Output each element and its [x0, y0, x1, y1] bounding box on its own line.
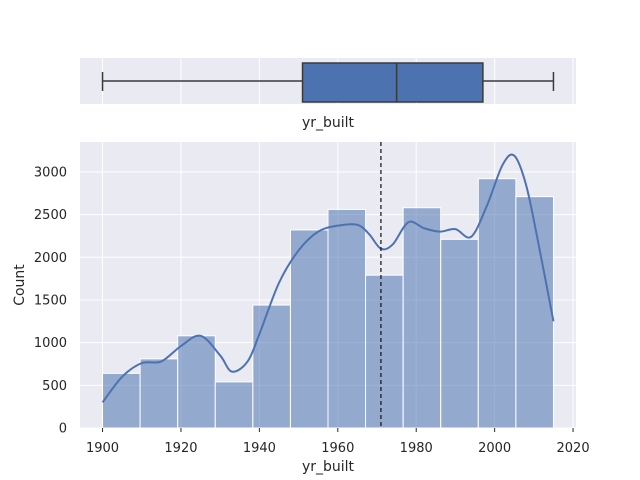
x-tick-label: 2000 — [478, 441, 511, 456]
y-tick-label: 500 — [42, 379, 67, 394]
histogram-bar — [327, 208, 367, 429]
histogram-bar — [440, 238, 479, 429]
kde-curve — [101, 153, 555, 403]
boxplot-axes: yr_built — [80, 58, 576, 131]
histogram-bar — [214, 381, 254, 429]
histogram-bar — [102, 372, 141, 429]
histogram-bar — [365, 274, 404, 429]
x-tick-label: 1900 — [86, 441, 119, 456]
x-tick-label: 1980 — [400, 441, 433, 456]
x-tick-label: 1940 — [243, 441, 276, 456]
y-tick-label: 3000 — [34, 165, 67, 180]
boxplot-marks — [101, 62, 555, 103]
y-tick-label: 1500 — [34, 293, 67, 308]
histogram-bar — [402, 207, 442, 429]
y-tick-labels: 0 500 1000 1500 2000 2500 3000 — [34, 165, 67, 436]
histogram-axes: 1900 1920 1940 1960 1980 2000 2020 0 500 1000 150… — [12, 142, 590, 475]
histogram-bar — [177, 335, 216, 429]
histogram-bar — [252, 304, 291, 429]
x-tick-labels: 1900 1920 1940 1960 1980 2000 2020 — [86, 428, 590, 456]
histogram-bar — [477, 178, 517, 429]
histogram-bar — [289, 229, 329, 429]
boxplot-x-axis-label: yr_built — [302, 115, 355, 131]
boxplot-box — [301, 62, 484, 103]
x-tick-label: 1960 — [321, 441, 354, 456]
y-tick-label: 1000 — [34, 336, 67, 351]
histogram-x-axis-label: yr_built — [302, 459, 355, 475]
histogram-bar — [515, 196, 554, 429]
x-tick-label: 2020 — [557, 441, 590, 456]
histogram-bar — [139, 358, 179, 429]
y-tick-label: 2000 — [34, 251, 67, 266]
y-tick-label: 0 — [59, 422, 67, 437]
kde-curve-group — [101, 153, 555, 403]
histogram-bars — [102, 178, 554, 429]
histogram-y-axis-label: Count — [12, 264, 28, 306]
x-tick-label: 1920 — [164, 441, 197, 456]
y-tick-label: 2500 — [34, 208, 67, 223]
